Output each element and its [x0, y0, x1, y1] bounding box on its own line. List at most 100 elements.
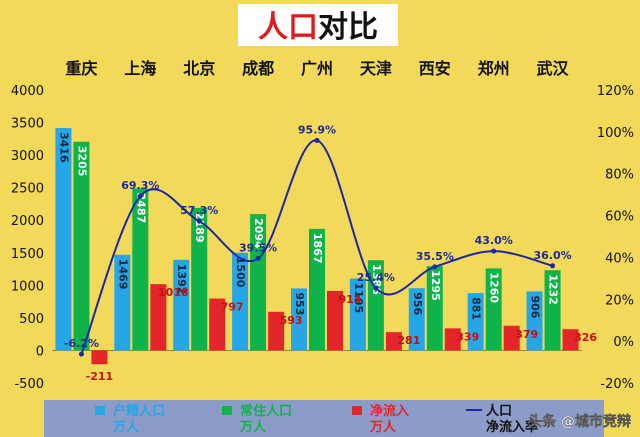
bar-changzhu: [132, 188, 149, 351]
rate-label: 25.4%: [357, 271, 395, 284]
category-label: 武汉: [537, 59, 570, 78]
y-tick-label: 3000: [11, 149, 44, 164]
bar-jingliu: [385, 332, 402, 351]
y2-tick-label: 40%: [605, 251, 634, 266]
y-tick-label: 500: [19, 312, 44, 327]
data-label-jingliu: 1018: [158, 286, 189, 299]
data-label-huji: 1105: [352, 282, 365, 313]
y2-tick-label: 0%: [613, 335, 634, 350]
legend-swatch: [95, 406, 105, 415]
data-label-huji: 953: [293, 292, 306, 315]
bar-jingliu: [327, 290, 343, 351]
rate-label: -6.2%: [64, 337, 99, 350]
rate-point: [196, 218, 202, 224]
bar-changzhu: [544, 270, 561, 351]
y-tick-label: 3500: [11, 117, 44, 132]
bar-huji: [526, 291, 543, 351]
data-label-jingliu: 914: [339, 293, 362, 306]
chart-title: 人口对比: [258, 10, 378, 45]
bar-huji: [55, 128, 72, 351]
rate-label: 57.3%: [180, 204, 218, 217]
rate-label: 69.3%: [121, 179, 159, 192]
rate-label: 39.5%: [239, 241, 277, 254]
y2-tick-label: 100%: [597, 126, 634, 141]
y-tick-label: -500: [14, 377, 44, 392]
category-label: 郑州: [478, 59, 510, 78]
data-label-jingliu: 797: [221, 301, 244, 314]
legend-swatch: [222, 406, 232, 415]
data-label-huji: 1469: [116, 259, 129, 290]
legend-label-line1: 户籍人口: [113, 403, 165, 419]
watermark-text: 头条 @城市竞辩: [528, 413, 631, 430]
rate-point: [78, 351, 84, 357]
rate-point: [137, 193, 143, 199]
legend-label-line2: 万人: [239, 419, 267, 435]
rate-label: 36.0%: [533, 249, 571, 262]
rate-point: [314, 137, 320, 143]
bar-changzhu: [426, 266, 443, 351]
y2-tick-label: 80%: [605, 168, 634, 183]
y-tick-label: 0: [36, 344, 44, 359]
bar-jingliu: [444, 328, 461, 351]
data-label-huji: 906: [529, 295, 542, 318]
y-tick-label: 1500: [11, 247, 44, 262]
data-label-changzhu: 2094: [252, 218, 265, 249]
bar-changzhu: [73, 141, 90, 351]
bar-huji: [467, 293, 484, 351]
legend-label-line1: 人口: [486, 403, 512, 419]
category-label: 北京: [183, 59, 215, 78]
data-label-changzhu: 1232: [547, 274, 560, 305]
data-label-huji: 881: [470, 297, 483, 320]
bar-jingliu: [503, 325, 520, 351]
rate-point: [432, 264, 438, 270]
legend-background: [44, 400, 604, 437]
legend-label-line1: 常住人口: [240, 403, 292, 419]
rate-label: 95.9%: [298, 123, 336, 136]
legend-label-line2: 净流入率: [486, 419, 538, 435]
data-label-jingliu: 326: [574, 331, 597, 344]
bar-jingliu: [209, 298, 226, 351]
bar-huji: [408, 288, 425, 351]
data-label-jingliu: 379: [515, 328, 538, 341]
y-tick-label: 1000: [11, 279, 44, 294]
category-label: 上海: [124, 59, 156, 78]
chart-title-part1: 人口: [258, 10, 318, 45]
rate-label: 35.5%: [416, 250, 454, 263]
legend-label-line2: 万人: [369, 419, 397, 435]
data-label-changzhu: 3205: [75, 146, 88, 177]
bar-jingliu: [150, 284, 167, 351]
bar-huji: [114, 254, 131, 351]
category-label: 广州: [301, 59, 333, 78]
data-label-changzhu: 1295: [429, 270, 442, 301]
y2-tick-label: 60%: [605, 210, 634, 225]
legend-label-line1: 净流入: [370, 403, 409, 419]
category-label: 成都: [242, 59, 274, 78]
data-label-changzhu: 1260: [488, 272, 501, 303]
bar-huji: [173, 259, 190, 351]
data-label-jingliu: -211: [86, 370, 114, 383]
bar-huji: [349, 278, 366, 351]
bar-jingliu: [268, 311, 285, 351]
y2-tick-label: 20%: [605, 293, 634, 308]
chart-title-part2: 对比: [318, 10, 378, 45]
bar-changzhu: [250, 214, 267, 351]
rate-label: 43.0%: [475, 234, 513, 247]
legend-swatch: [352, 406, 362, 415]
title-box: [238, 4, 398, 46]
data-label-huji: 956: [411, 292, 424, 315]
bar-changzhu: [191, 207, 208, 351]
y2-tick-label: -20%: [600, 377, 634, 392]
rate-point: [373, 285, 379, 291]
rate-point: [491, 248, 497, 254]
data-label-huji: 1392: [175, 264, 188, 295]
rate-point: [255, 255, 261, 261]
data-label-huji: 1500: [234, 257, 247, 288]
y-tick-label: 4000: [11, 84, 44, 99]
category-label: 重庆: [65, 59, 97, 78]
data-label-jingliu: 593: [280, 314, 303, 327]
data-label-jingliu: 281: [397, 334, 420, 347]
bar-huji: [232, 252, 249, 351]
rate-point: [550, 263, 556, 269]
